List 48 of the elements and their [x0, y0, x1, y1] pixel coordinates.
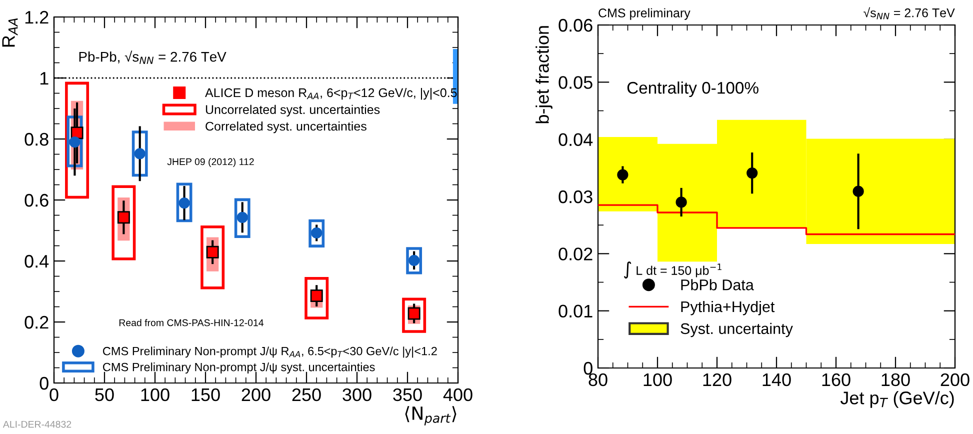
y-tick-label: 0.06: [558, 18, 592, 32]
x-tick-label: 100: [141, 388, 170, 402]
y-axis-title: R$_{AA}$: [2, 18, 18, 47]
x-tick-label: 140: [762, 373, 791, 386]
x-tick-label: 180: [882, 373, 910, 386]
y-tick-label: 0: [584, 362, 592, 375]
y-tick-label: 0.6: [24, 194, 48, 207]
legend-label: Uncorrelated syst. uncertainties: [206, 104, 380, 116]
legend-label: CMS Preliminary Non-prompt J/ψ syst. uncertainties: [103, 362, 375, 374]
y-tick-label: 1: [40, 72, 48, 85]
x-tick-label: 160: [822, 373, 850, 386]
annotation: Centrality 0-100%: [627, 81, 758, 98]
legend-label: CMS Preliminary Non-prompt J/ψ R$_{AA}$, 6.5<p$_{T}$<30 GeV/c |y|<1.2: [103, 346, 437, 358]
y-tick-label: 0.4: [24, 254, 49, 268]
x-tick-label: 80: [588, 373, 608, 386]
x-tick-label: 0: [50, 388, 58, 402]
x-tick-label: 50: [95, 388, 114, 402]
annotation: ∫ L dt = 150 μb$^{−1}$: [624, 261, 722, 279]
legend-label: Correlated syst. uncertainties: [206, 121, 366, 134]
y-tick-label: 0.01: [558, 304, 592, 318]
text: √s$_{NN}$ = 2.76 TeV: [864, 7, 955, 20]
x-tick-label: 100: [644, 373, 672, 386]
legend-label: PbPb Data: [681, 279, 754, 290]
annotation: JHEP 09 (2012) 112: [167, 158, 254, 168]
y-tick-label: 0.05: [558, 76, 592, 89]
y-axis-title: b-jet fraction: [536, 26, 552, 124]
y-tick-label: 0.2: [24, 316, 48, 329]
y-tick-label: 0.03: [558, 190, 592, 204]
x-tick-label: 300: [342, 388, 372, 402]
x-axis-title: Jet p$_{T}$ (GeV/c): [840, 391, 954, 408]
text: CMS preliminary: [598, 8, 690, 20]
x-tick-label: 120: [703, 373, 732, 386]
annotation: Pb-Pb, √s$_{NN}$ = 2.76 TeV: [79, 50, 226, 64]
x-tick-label: 250: [292, 388, 321, 402]
legend-label: Pythia+Hydjet: [681, 300, 775, 316]
x-tick-label: 200: [242, 388, 270, 402]
x-tick-label: 350: [393, 388, 422, 402]
x-tick-label: 200: [940, 373, 970, 386]
x-tick-label: 150: [192, 388, 220, 402]
y-tick-label: 1.2: [25, 10, 48, 24]
x-axis-title: ⟨N$_{part}$⟩: [405, 406, 456, 426]
y-tick-label: 0.8: [24, 132, 48, 146]
y-tick-label: 0.02: [558, 248, 592, 260]
y-tick-label: 0.04: [558, 133, 593, 146]
x-tick-label: 400: [443, 388, 472, 402]
legend-label: Syst. uncertainty: [680, 322, 793, 338]
annotation: Read from CMS-PAS-HIN-12-014: [119, 319, 264, 326]
text: ALI-DER-44832: [2, 420, 72, 428]
